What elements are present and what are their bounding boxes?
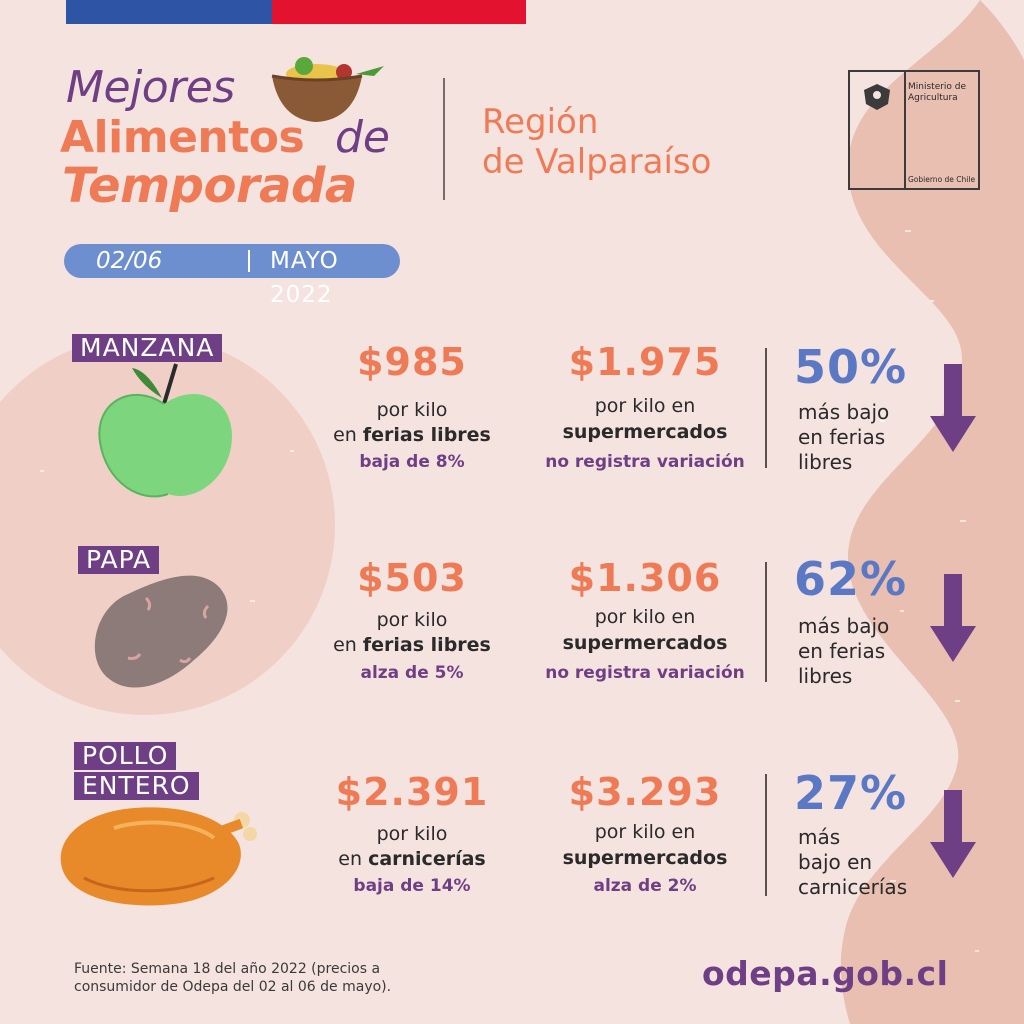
- feria-place: en carnicerías: [312, 847, 512, 872]
- title-line-2: Alimentos: [60, 112, 305, 163]
- arrow-down-icon: [930, 790, 976, 878]
- ministry-logo: Ministerio de Agricultura Gobierno de Ch…: [848, 70, 980, 190]
- column-divider: [765, 774, 767, 896]
- percent-difference: 62%: [794, 552, 908, 606]
- super-unit: por kilo en: [594, 821, 696, 843]
- region-line-1: Región: [482, 102, 599, 142]
- feria-variation: baja de 14%: [353, 876, 471, 896]
- apple-icon: [98, 363, 233, 498]
- product-tag-manzana: MANZANA: [72, 334, 223, 362]
- percent-difference: 50%: [794, 340, 908, 394]
- super-unit: por kilo en: [594, 395, 696, 417]
- percent-desc-3: libres: [798, 450, 853, 474]
- feria-place-name: ferias libres: [362, 634, 491, 656]
- potato-icon: [94, 575, 228, 688]
- source-note: Fuente: Semana 18 del año 2022 (precios …: [74, 960, 391, 996]
- title-line-1: Mejores: [66, 62, 235, 113]
- feria-place: en ferias libres: [312, 633, 512, 658]
- region-line-2: de Valparaíso: [482, 142, 712, 182]
- week-range: 02/06: [96, 248, 163, 274]
- product-tag-papa: PAPA: [78, 546, 160, 574]
- feria-prefix: en: [333, 424, 357, 446]
- super-price: $3.293: [568, 770, 722, 814]
- coat-of-arms-icon: [864, 84, 890, 110]
- month-year: MAYO 2022: [270, 248, 339, 308]
- super-variation: alza de 2%: [593, 876, 697, 896]
- super-place: supermercados: [562, 421, 728, 443]
- feria-place-name: carnicerías: [368, 848, 486, 870]
- feria-variation: baja de 8%: [359, 452, 465, 472]
- feria-unit: por kilo: [376, 609, 448, 631]
- super-price: $1.306: [568, 556, 722, 600]
- percent-desc-1: más: [798, 825, 841, 849]
- percent-desc-1: más bajo: [798, 614, 890, 638]
- percent-desc-1: más bajo: [798, 400, 890, 424]
- government-name: Gobierno de Chile: [908, 175, 976, 184]
- super-price: $1.975: [568, 340, 722, 384]
- percent-desc-2: en ferias: [798, 425, 886, 449]
- flag-stripe-blue: [66, 0, 272, 24]
- product-tag-entero: ENTERO: [74, 772, 199, 800]
- website-link[interactable]: odepa.gob.cl: [702, 954, 949, 993]
- date-divider: [248, 250, 250, 272]
- super-place: supermercados: [562, 847, 728, 869]
- arrow-down-icon: [930, 364, 976, 452]
- super-place: supermercados: [562, 632, 728, 654]
- title-line-2-de: de: [335, 112, 390, 163]
- feria-place-name: ferias libres: [362, 424, 491, 446]
- percent-difference: 27%: [794, 766, 908, 820]
- chicken-icon: [60, 807, 257, 906]
- source-line-2: consumidor de Odepa del 02 al 06 de mayo…: [74, 979, 392, 995]
- ministry-name: Ministerio de Agricultura: [908, 82, 967, 103]
- column-divider: [765, 348, 767, 468]
- feria-price: $503: [357, 556, 467, 600]
- title-line-3: Temporada: [62, 158, 357, 214]
- column-divider: [765, 562, 767, 682]
- percent-desc-2: bajo en: [798, 850, 873, 874]
- food-bowl-icon: [271, 57, 384, 122]
- super-variation: no registra variación: [545, 663, 745, 683]
- flag-stripe-red: [272, 0, 526, 24]
- feria-variation: alza de 5%: [360, 663, 464, 683]
- header-divider: [443, 78, 445, 200]
- percent-desc-2: en ferias: [798, 639, 886, 663]
- feria-price: $2.391: [335, 770, 489, 814]
- date-pill: 02/06 MAYO 2022: [64, 244, 400, 308]
- super-variation: no registra variación: [545, 452, 745, 472]
- feria-unit: por kilo: [376, 399, 448, 421]
- source-line-1: Fuente: Semana 18 del año 2022 (precios …: [74, 961, 381, 977]
- percent-desc-3: carnicerías: [798, 875, 908, 899]
- feria-price: $985: [357, 340, 467, 384]
- feria-unit: por kilo: [376, 823, 448, 845]
- product-tag-pollo: POLLO: [74, 742, 177, 770]
- arrow-down-icon: [930, 574, 976, 662]
- feria-prefix: en: [338, 848, 363, 870]
- feria-prefix: en: [333, 634, 357, 656]
- feria-place: en ferias libres: [312, 423, 512, 448]
- super-unit: por kilo en: [594, 606, 696, 628]
- percent-desc-3: libres: [798, 664, 853, 688]
